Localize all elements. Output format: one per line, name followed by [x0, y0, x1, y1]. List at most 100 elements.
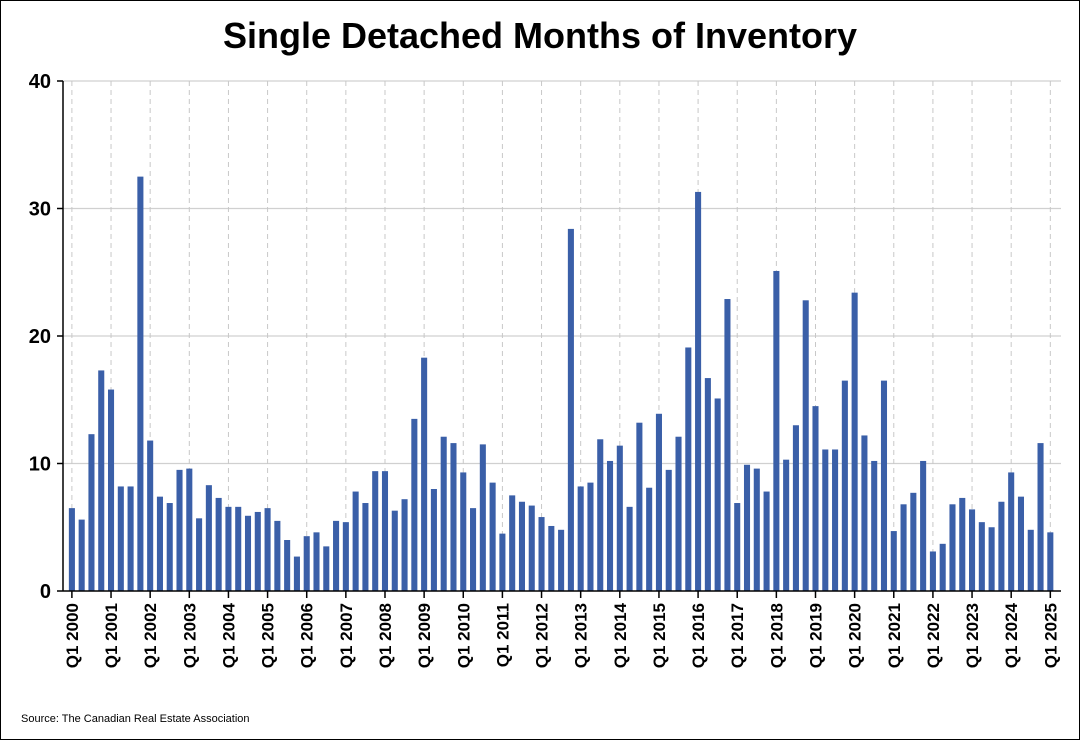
bar	[1047, 532, 1054, 591]
bar	[284, 540, 291, 591]
x-tick-label: Q1 2001	[102, 603, 121, 668]
bar	[841, 380, 848, 591]
x-tick-label: Q1 2014	[611, 602, 630, 668]
bar	[176, 469, 183, 591]
axes	[57, 80, 1061, 598]
bar	[969, 509, 976, 591]
bar	[920, 460, 927, 591]
bar	[548, 525, 555, 591]
bar	[558, 529, 565, 591]
bar	[998, 501, 1005, 591]
bar	[802, 300, 809, 591]
bar	[391, 510, 398, 591]
bar	[362, 503, 369, 591]
bar	[675, 436, 682, 591]
x-tick-label: Q1 2017	[728, 603, 747, 668]
bar	[695, 191, 702, 592]
bar	[851, 292, 858, 591]
bar	[68, 508, 75, 591]
bar	[156, 496, 163, 591]
bar	[939, 543, 946, 591]
bar	[616, 445, 623, 591]
bar	[606, 460, 614, 591]
bar	[890, 531, 897, 591]
bar	[773, 270, 780, 591]
bar	[225, 506, 232, 591]
bar	[127, 486, 134, 591]
bar	[323, 546, 330, 591]
bar	[342, 522, 349, 591]
bar	[254, 511, 261, 591]
bar	[372, 471, 379, 591]
y-tick-label: 0	[40, 581, 51, 603]
bar	[107, 389, 115, 591]
bar	[783, 459, 790, 591]
x-tick-label: Q1 2011	[493, 603, 512, 667]
x-tick-label: Q1 2004	[219, 602, 238, 668]
x-tick-label: Q1 2018	[767, 603, 786, 668]
bar	[137, 176, 144, 591]
bar	[401, 499, 408, 591]
bar	[352, 491, 359, 591]
bar	[880, 380, 888, 591]
bar	[597, 439, 604, 591]
x-tick-label: Q1 2016	[689, 603, 708, 668]
bar	[743, 464, 751, 591]
bar	[734, 503, 741, 591]
y-tick-label: 10	[29, 454, 51, 476]
x-tick-label: Q1 2023	[963, 603, 982, 668]
bar	[753, 468, 760, 591]
bar	[303, 536, 310, 591]
bar	[205, 485, 212, 591]
bar	[704, 378, 711, 591]
bar	[655, 413, 662, 591]
bar	[929, 551, 936, 591]
x-tick-label: Q1 2002	[141, 603, 160, 668]
x-tick-label: Q1 2015	[650, 603, 669, 668]
x-tick-label: Q1 2005	[259, 603, 278, 668]
bar	[665, 469, 672, 591]
chart-title: Single Detached Months of Inventory	[222, 15, 858, 56]
bar	[460, 472, 467, 591]
bar	[450, 443, 457, 591]
bar	[812, 406, 819, 591]
bar	[274, 520, 281, 591]
bar	[479, 444, 486, 591]
x-tick-label: Q1 2022	[924, 603, 943, 668]
bar	[685, 347, 692, 591]
x-tick-label: Q1 2025	[1041, 603, 1060, 668]
bar	[88, 434, 95, 591]
bar	[411, 418, 418, 591]
bar	[196, 518, 203, 591]
bar	[235, 506, 242, 591]
bar	[440, 436, 447, 591]
bar	[763, 491, 770, 591]
bar	[313, 532, 320, 591]
bar	[430, 489, 437, 591]
x-tick-label: Q1 2019	[807, 603, 826, 668]
bar	[1027, 529, 1034, 591]
bar	[470, 508, 477, 591]
source-note: Source: The Canadian Real Estate Associa…	[21, 713, 250, 725]
x-tick-label: Q1 2020	[846, 603, 865, 668]
bar	[978, 522, 985, 591]
bar	[792, 425, 799, 591]
bar	[78, 519, 85, 591]
bar	[871, 460, 878, 591]
bar	[587, 482, 594, 591]
x-tick-label: Q1 2024	[1002, 602, 1021, 668]
bar	[1008, 472, 1015, 591]
x-tick-label: Q1 2006	[298, 603, 317, 668]
bar	[509, 495, 516, 591]
bar	[832, 449, 839, 591]
bar	[215, 497, 222, 591]
y-tick-label: 30	[29, 199, 51, 221]
bar	[264, 508, 271, 591]
bar	[333, 520, 340, 591]
bar	[822, 449, 829, 591]
bar	[147, 440, 154, 591]
tick-labels: 0 10 20 30 40 Q1 2000 Q1 2001 Q1 2002 Q1 2003 Q1 …	[29, 71, 1061, 668]
x-tick-label: Q1 2003	[180, 603, 199, 668]
bar	[959, 497, 966, 591]
